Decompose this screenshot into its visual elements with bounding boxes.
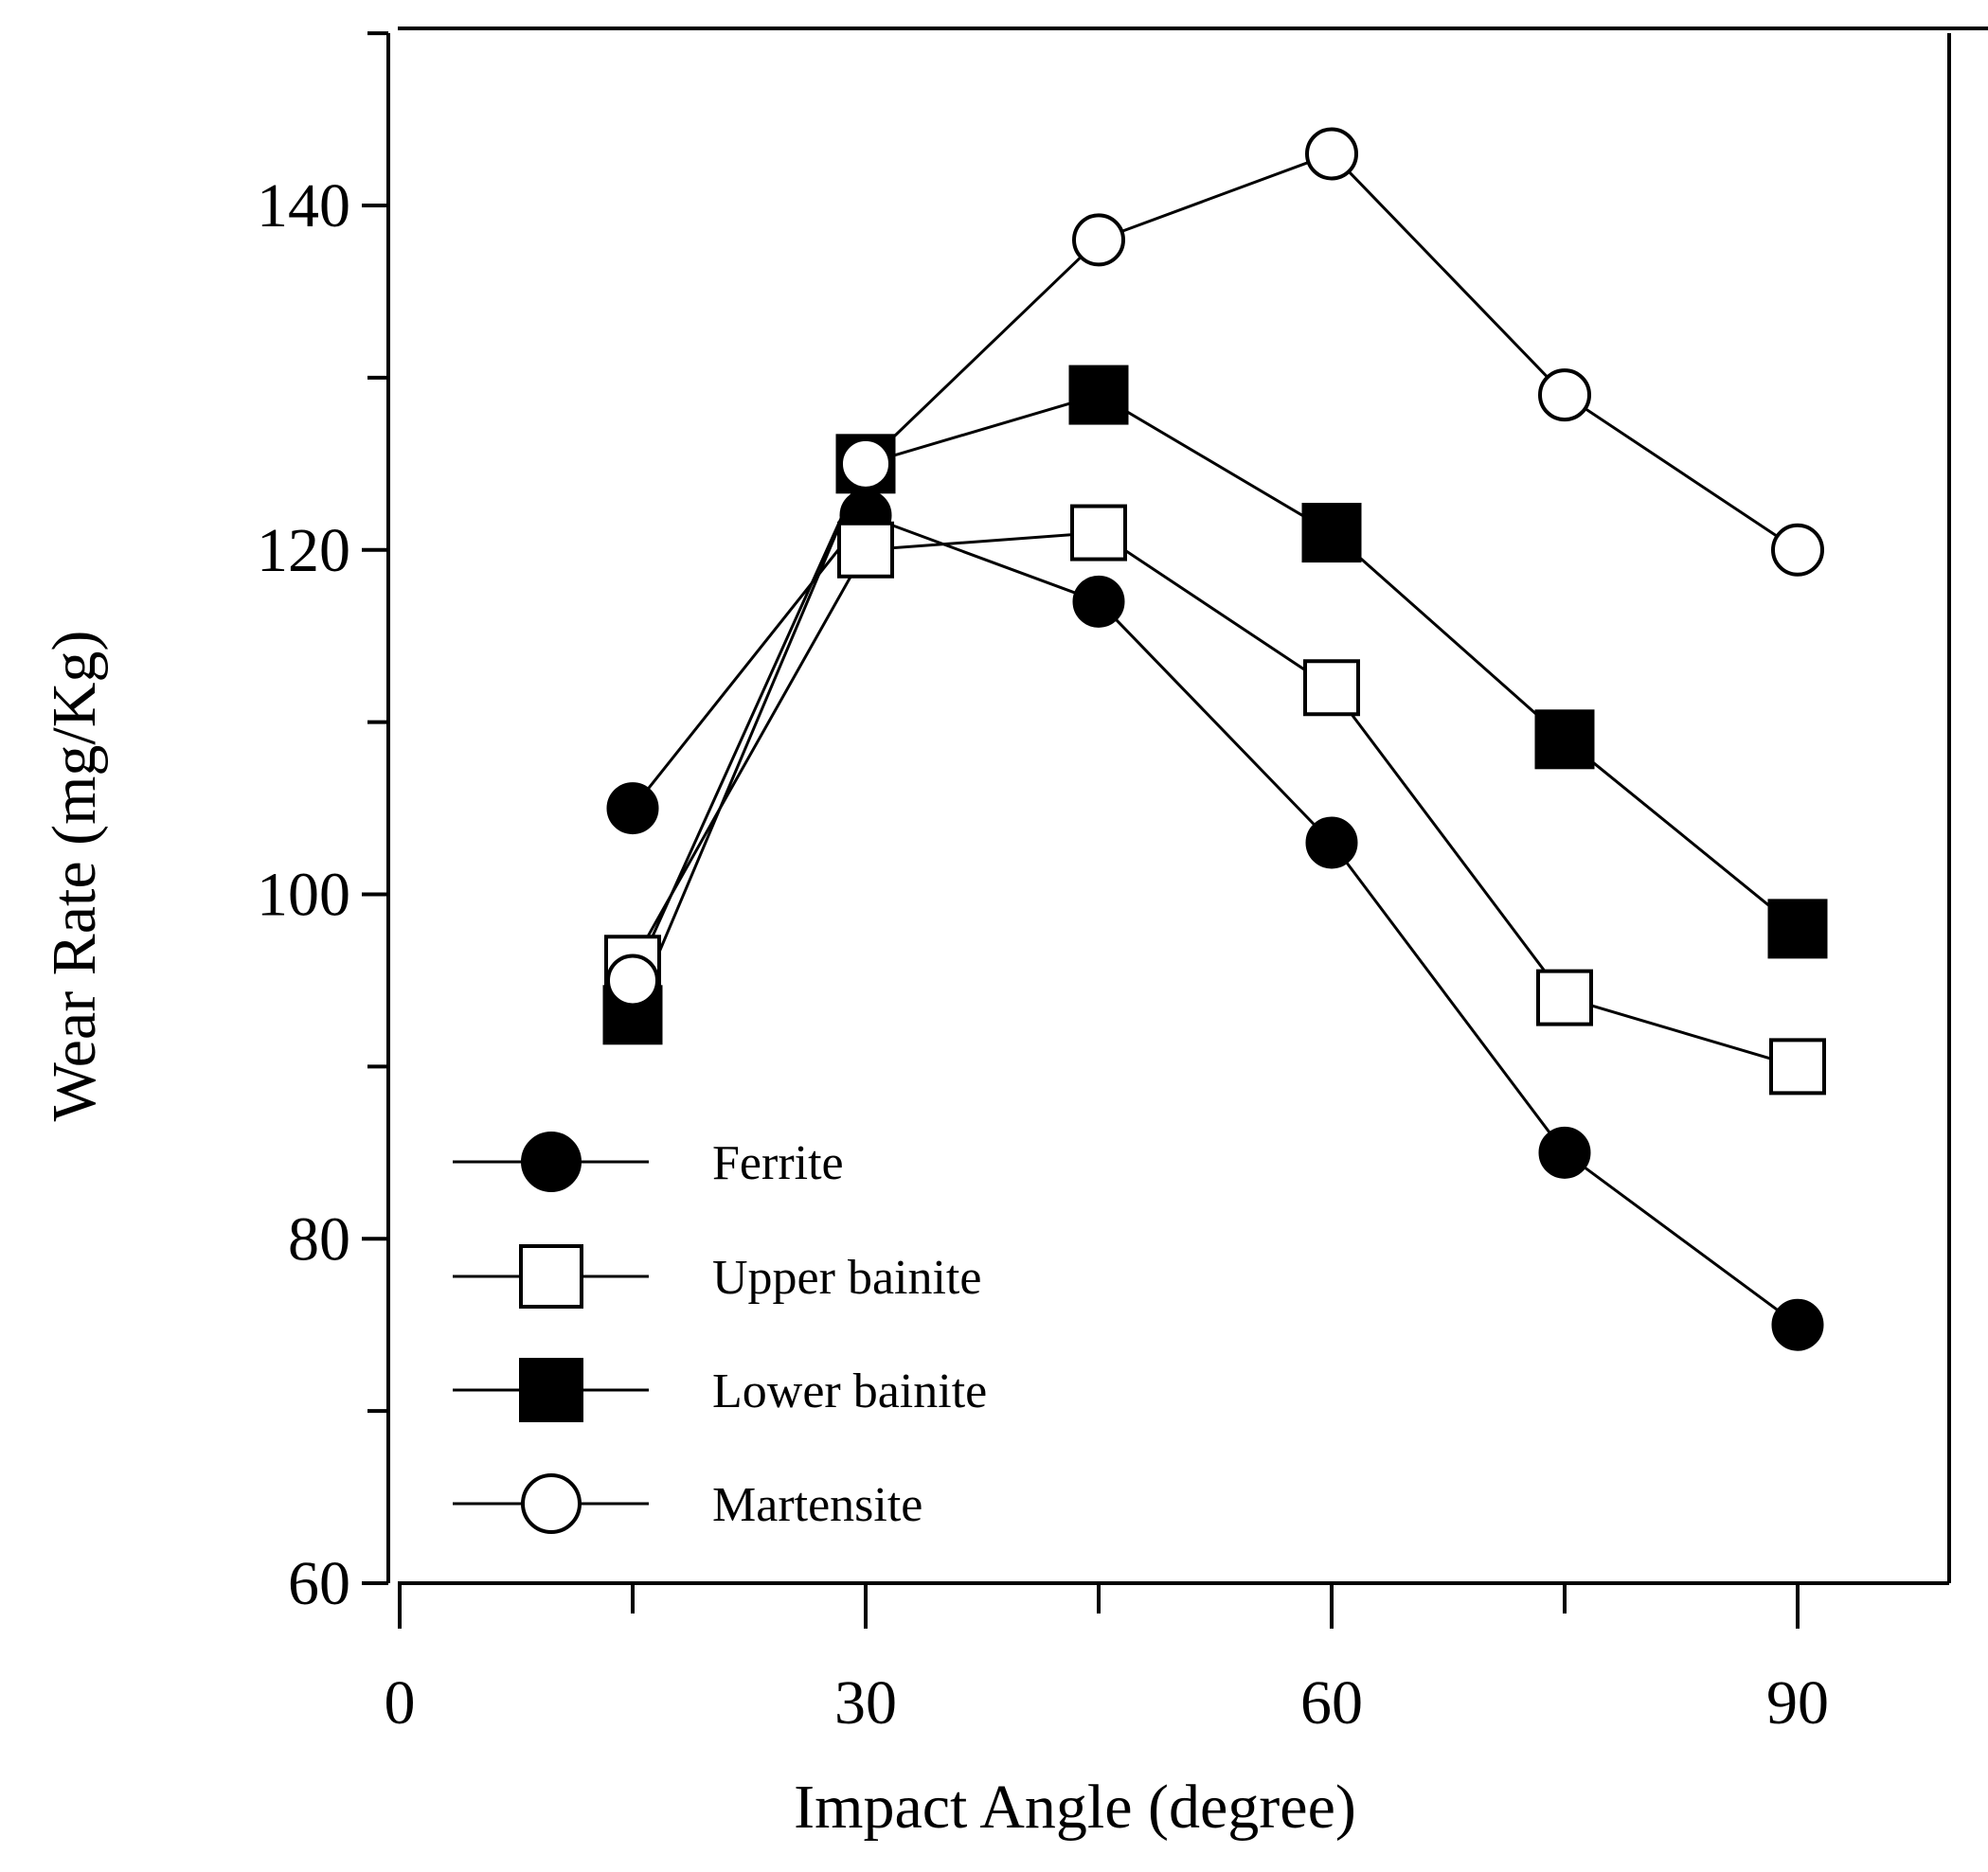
y-axis-title: Wear Rate (mg/Kg) [40, 631, 109, 1122]
legend-item-lower-bainite: Lower bainite [453, 1358, 987, 1422]
legend-marker [521, 1473, 582, 1534]
data-point-martensite: Martensite: (90, 120) [1771, 523, 1824, 577]
data-point-martensite: Martensite: (60, 143) [1305, 127, 1358, 181]
data-point-ferrite: Ferrite: (90, 75) [1771, 1298, 1824, 1351]
data-point-lower-bainite: Lower bainite: (45, 129) [1068, 365, 1129, 425]
data-point-martensite: Martensite: (75, 129) [1538, 368, 1591, 422]
y-tick-label: 80 [288, 1204, 350, 1274]
data-point-martensite: Martensite: (30, 125) [839, 437, 892, 490]
data-point-lower-bainite: Lower bainite: (75, 109) [1534, 709, 1595, 770]
series-markers: Ferrite: (15, 105)Ferrite: (30, 122)Ferr… [602, 127, 1828, 1351]
data-point-ferrite: Ferrite: (15, 105) [606, 782, 659, 835]
data-point-ferrite: Ferrite: (75, 85) [1538, 1126, 1591, 1179]
legend-label: Upper bainite [712, 1251, 981, 1305]
x-tick-label: 30 [834, 1668, 897, 1738]
data-point-lower-bainite: Lower bainite: (90, 98) [1767, 899, 1828, 959]
plot-frame [386, 27, 1988, 1585]
series-line-upper-bainite [631, 531, 1799, 1068]
legend-marker [519, 1244, 583, 1309]
legend-item-ferrite: Ferrite [453, 1132, 844, 1192]
data-point-martensite: Martensite: (15, 95) [606, 954, 659, 1007]
axis-ticks: 60 80 100 120 140 0 30 60 90 [257, 31, 1829, 1738]
data-point-upper-bainite: Upper bainite: (30, 120) [837, 521, 894, 579]
legend-marker [521, 1132, 582, 1192]
legend: Ferrite Upper bainite Lower bainite Martens… [453, 1132, 987, 1534]
data-point-upper-bainite: Upper bainite: (45, 121) [1070, 504, 1127, 562]
data-point-martensite: Martensite: (45, 138) [1072, 213, 1125, 267]
y-tick-label: 120 [257, 516, 350, 585]
data-point-upper-bainite: Upper bainite: (60, 112) [1303, 659, 1360, 717]
data-point-lower-bainite: Lower bainite: (60, 121) [1301, 503, 1362, 563]
series-lines [631, 152, 1799, 1327]
legend-item-upper-bainite: Upper bainite [453, 1244, 981, 1309]
data-point-ferrite: Ferrite: (45, 117) [1072, 575, 1125, 628]
series-line-lower-bainite [631, 393, 1799, 1016]
series-line-ferrite [631, 513, 1799, 1327]
legend-label: Martensite [712, 1478, 922, 1532]
x-tick-label: 60 [1300, 1668, 1363, 1738]
y-tick-label: 100 [257, 861, 350, 930]
x-tick-label: 0 [385, 1668, 416, 1738]
legend-marker [519, 1358, 583, 1422]
legend-label: Lower bainite [712, 1364, 987, 1418]
legend-item-martensite: Martensite [453, 1473, 922, 1534]
y-tick-label: 140 [257, 171, 350, 241]
y-tick-label: 60 [288, 1549, 350, 1618]
data-point-upper-bainite: Upper bainite: (75, 94) [1536, 969, 1593, 1026]
legend-label: Ferrite [712, 1136, 844, 1190]
data-point-ferrite: Ferrite: (60, 103) [1305, 816, 1358, 869]
data-point-upper-bainite: Upper bainite: (90, 90) [1769, 1038, 1826, 1096]
series-line-martensite [631, 152, 1799, 982]
x-axis-title: Impact Angle (degree) [794, 1773, 1356, 1842]
x-tick-label: 90 [1766, 1668, 1829, 1738]
